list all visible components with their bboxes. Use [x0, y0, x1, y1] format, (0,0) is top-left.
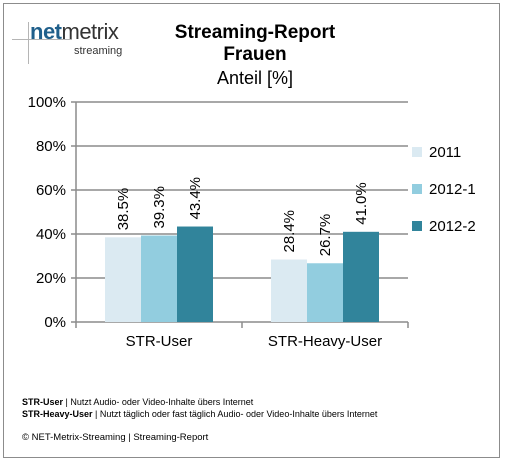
- y-tick-label: 0%: [44, 314, 66, 331]
- definition-line: STR-Heavy-User | Nutzt täglich oder fast…: [22, 408, 377, 420]
- data-label: 41.0%: [353, 182, 370, 225]
- chart-subtitle: Frauen: [223, 44, 287, 65]
- legend-swatch: [412, 184, 422, 194]
- legend-item: 2012-1: [412, 179, 476, 199]
- copyright-note: © NET-Metrix-Streaming | Streaming-Repor…: [22, 432, 209, 443]
- legend-swatch: [412, 147, 422, 157]
- x-category-label: STR-User: [126, 333, 193, 350]
- y-tick-label: 20%: [36, 270, 66, 287]
- logo-brand-metrix: metrix: [61, 19, 119, 44]
- bar: [271, 259, 307, 322]
- y-tick-label: 100%: [28, 94, 66, 111]
- chart-legend: 2011 2012-1 2012-2: [412, 142, 476, 253]
- bar: [343, 231, 379, 322]
- bar: [177, 226, 213, 322]
- legend-label: 2012-2: [429, 217, 476, 235]
- legend-swatch: [412, 221, 422, 231]
- definition-term: STR-Heavy-User: [22, 409, 93, 419]
- definition-text: | Nutzt täglich oder fast täglich Audio-…: [92, 409, 378, 419]
- data-label: 38.5%: [115, 188, 132, 231]
- y-axis-label: Anteil [%]: [216, 68, 294, 88]
- definition-text: | Nutzt Audio- oder Video-Inhalte übers …: [63, 397, 254, 407]
- y-tick-label: 40%: [36, 226, 66, 243]
- data-label: 26.7%: [317, 214, 334, 257]
- definition-term: STR-User: [22, 397, 64, 407]
- bar: [105, 237, 141, 322]
- logo-brand-net: net: [30, 19, 62, 44]
- x-category-label: STR-Heavy-User: [268, 333, 382, 350]
- data-label: 28.4%: [281, 210, 298, 253]
- legend-item: 2012-2: [412, 216, 476, 236]
- netmetrix-logo: netmetrix streaming: [0, 0, 150, 70]
- y-tick-label: 60%: [36, 182, 66, 199]
- data-label: 43.4%: [187, 177, 204, 220]
- bar: [307, 263, 343, 322]
- logo-subtitle: streaming: [74, 45, 123, 57]
- legend-item: 2011: [412, 142, 476, 162]
- chart-title: Streaming-Report: [174, 22, 336, 43]
- bar: [141, 235, 177, 322]
- chart-titles: Streaming-Report Frauen Anteil [%]: [150, 22, 360, 90]
- definitions-notes: STR-User | Nutzt Audio- oder Video-Inhal…: [22, 396, 377, 420]
- definition-line: STR-User | Nutzt Audio- oder Video-Inhal…: [22, 396, 377, 408]
- legend-label: 2011: [429, 143, 462, 161]
- y-tick-label: 80%: [36, 138, 66, 155]
- data-label: 39.3%: [151, 186, 168, 229]
- legend-label: 2012-1: [429, 180, 476, 198]
